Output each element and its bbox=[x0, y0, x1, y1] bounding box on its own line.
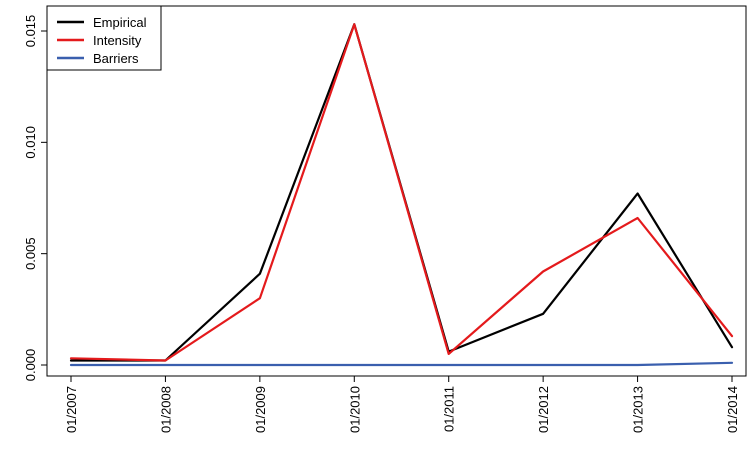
x-tick-label: 01/2010 bbox=[347, 386, 362, 433]
y-tick-label: 0.000 bbox=[23, 349, 38, 382]
x-tick-label: 01/2008 bbox=[158, 386, 173, 433]
y-tick-label: 0.005 bbox=[23, 237, 38, 270]
y-tick-label: 0.015 bbox=[23, 15, 38, 48]
x-tick-label: 01/2012 bbox=[536, 386, 551, 433]
legend-box bbox=[46, 5, 162, 71]
x-tick-label: 01/2013 bbox=[631, 386, 646, 433]
x-tick-label: 01/2007 bbox=[64, 386, 79, 433]
legend-label-intensity: Intensity bbox=[93, 33, 142, 48]
legend-label-empirical: Empirical bbox=[93, 15, 147, 30]
x-tick-label: 01/2014 bbox=[725, 386, 740, 433]
series-line-barriers bbox=[69, 361, 734, 367]
x-tick-label: 01/2011 bbox=[442, 386, 457, 432]
x-tick-label: 01/2009 bbox=[253, 386, 268, 433]
legend-label-barriers: Barriers bbox=[93, 51, 139, 66]
plot-frame bbox=[46, 5, 747, 377]
series-line-intensity bbox=[69, 23, 734, 362]
y-tick-label: 0.010 bbox=[23, 126, 38, 159]
